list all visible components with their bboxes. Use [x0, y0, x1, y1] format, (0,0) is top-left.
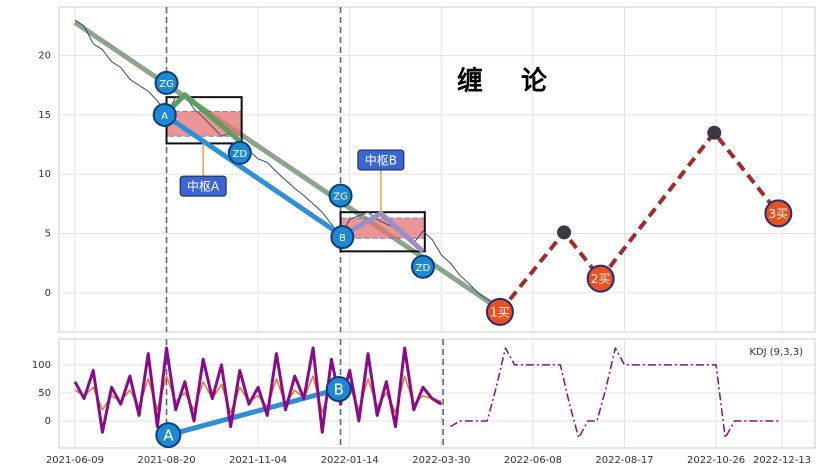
x-tick-label: 2021-11-04	[229, 455, 287, 466]
stroke-line	[341, 210, 425, 254]
point-label: B	[339, 233, 346, 244]
point-label: B	[334, 381, 344, 399]
point-label: ZD	[233, 149, 248, 160]
point-label: A	[163, 427, 174, 445]
x-tick-label: 2022-06-08	[504, 455, 562, 466]
x-tick-label: 2022-01-14	[321, 455, 379, 466]
legend-label: KDJ (9,3,3)	[749, 347, 803, 358]
forecast-point	[557, 225, 572, 240]
x-tick-label: 2022-08-17	[595, 455, 653, 466]
plot-area	[58, 6, 816, 333]
y-tick-label: 5	[45, 229, 51, 240]
price-line	[74, 19, 497, 306]
point-marker	[330, 225, 355, 250]
x-tick-label: 2022-10-26	[687, 455, 745, 466]
kdj-forecast	[450, 347, 781, 439]
callout-box	[357, 149, 405, 171]
callout-box	[179, 175, 227, 197]
art-text: 论	[521, 67, 548, 97]
point-marker	[328, 183, 353, 208]
point-label: ZD	[416, 263, 431, 274]
point-marker	[154, 70, 179, 95]
buy-label: 1买	[490, 305, 510, 319]
buy-label: 2买	[591, 272, 611, 286]
buy-point	[764, 199, 793, 228]
x-tick-label: 2022-12-13	[753, 455, 811, 466]
x-tick-label: 2022-03-30	[412, 455, 470, 466]
point-label: ZG	[333, 192, 348, 203]
y-tick-label: 50	[38, 388, 51, 399]
forecast-point	[707, 125, 722, 140]
point-label: A	[161, 111, 168, 122]
kdj-line	[73, 346, 443, 434]
stroke-line	[167, 386, 340, 438]
callout-label: 中枢B	[365, 153, 397, 168]
y-tick-label: 0	[45, 416, 51, 427]
x-tick-label: 2021-08-20	[137, 455, 195, 466]
point-label: ZG	[159, 79, 174, 90]
point-marker	[152, 102, 177, 127]
callout-label: 中枢A	[187, 179, 220, 194]
x-tick-label: 2021-06-09	[46, 455, 104, 466]
art-text: 缠	[457, 66, 483, 97]
stroke-line	[163, 112, 344, 238]
y-tick-label: 0	[45, 288, 51, 299]
buy-label: 3买	[769, 207, 789, 221]
y-tick-label: 20	[38, 51, 51, 62]
y-tick-label: 100	[32, 360, 51, 371]
point-marker	[325, 376, 352, 403]
point-marker	[227, 140, 252, 165]
y-tick-label: 10	[38, 169, 51, 180]
point-marker	[410, 254, 435, 279]
buy-point	[586, 264, 615, 293]
y-tick-label: 15	[38, 110, 51, 121]
buy-point	[485, 297, 514, 326]
point-marker	[155, 422, 182, 449]
